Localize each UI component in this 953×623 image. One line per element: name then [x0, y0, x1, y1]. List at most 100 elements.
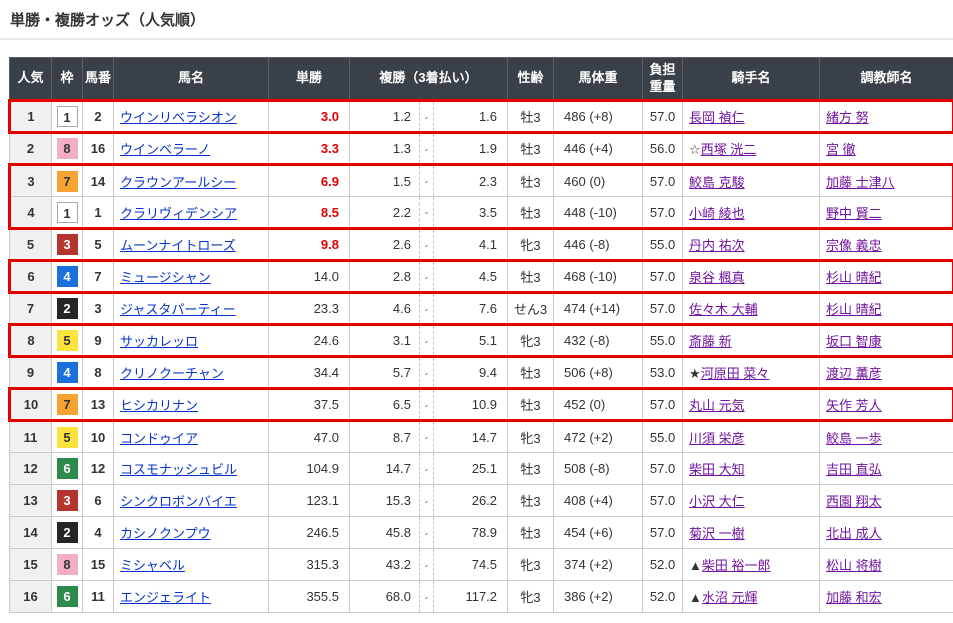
- trainer-link[interactable]: 矢作 芳人: [826, 398, 882, 413]
- trainer-link[interactable]: 宮 徹: [826, 142, 856, 157]
- jockey-link[interactable]: 小沢 大仁: [689, 494, 745, 509]
- jockey-link[interactable]: 西塚 洸二: [701, 142, 757, 157]
- horse-link[interactable]: シンクロボンバイエ: [120, 494, 237, 509]
- impost-cell: 57.0: [643, 293, 683, 325]
- place-high-cell: 9.4: [434, 357, 508, 389]
- place-separator-cell: -: [420, 453, 434, 485]
- jockey-link[interactable]: 斎藤 新: [689, 334, 732, 349]
- horse-link[interactable]: クラリヴィデンシア: [120, 206, 237, 221]
- frame-cell: 4: [52, 261, 83, 293]
- place-high-cell: 7.6: [434, 293, 508, 325]
- trainer-link[interactable]: 緒方 努: [826, 110, 869, 125]
- impost-cell: 57.0: [643, 197, 683, 229]
- place-low-cell: 43.2: [350, 549, 420, 581]
- trainer-cell: 緒方 努: [820, 101, 953, 133]
- trainer-link[interactable]: 北出 成人: [826, 526, 882, 541]
- place-separator-cell: -: [420, 421, 434, 453]
- horse-link[interactable]: ムーンナイトローズ: [120, 238, 236, 253]
- weight-cell: 460 (0): [554, 165, 643, 197]
- jockey-link[interactable]: 丹内 祐次: [689, 238, 745, 253]
- horse-name-cell: コンドゥイア: [114, 421, 269, 453]
- sex-age-cell: 牡3: [508, 133, 554, 165]
- place-high-cell: 4.5: [434, 261, 508, 293]
- horse-link[interactable]: ミシャベル: [120, 558, 185, 573]
- jockey-link[interactable]: 長岡 禎仁: [689, 110, 745, 125]
- frame-cell: 2: [52, 293, 83, 325]
- horse-link[interactable]: コスモナッシュビル: [120, 462, 237, 477]
- frame-badge: 2: [57, 298, 78, 319]
- horse-link[interactable]: サッカレッロ: [120, 334, 198, 349]
- trainer-link[interactable]: 吉田 直弘: [826, 462, 882, 477]
- place-high-cell: 117.2: [434, 581, 508, 613]
- trainer-link[interactable]: 杉山 晴紀: [826, 270, 882, 285]
- win-odds-cell: 14.0: [269, 261, 350, 293]
- horse-no-cell: 16: [83, 133, 114, 165]
- jockey-link[interactable]: 佐々木 大輔: [689, 302, 758, 317]
- rank-cell: 10: [10, 389, 52, 421]
- place-high-cell: 25.1: [434, 453, 508, 485]
- jockey-link[interactable]: 河原田 菜々: [701, 366, 770, 381]
- header-place-odds: 複勝（3着払い）: [350, 58, 508, 101]
- place-separator-cell: -: [420, 261, 434, 293]
- horse-link[interactable]: ヒシカリナン: [120, 398, 198, 413]
- jockey-link[interactable]: 水沼 元輝: [702, 590, 758, 605]
- jockey-link[interactable]: 柴田 大知: [689, 462, 745, 477]
- place-low-cell: 2.8: [350, 261, 420, 293]
- jockey-link[interactable]: 丸山 元気: [689, 398, 745, 413]
- horse-link[interactable]: ウインリベラシオン: [120, 110, 237, 125]
- jockey-cell: ▲水沼 元輝: [683, 581, 820, 613]
- trainer-link[interactable]: 坂口 智康: [826, 334, 882, 349]
- win-odds-cell: 24.6: [269, 325, 350, 357]
- horse-link[interactable]: コンドゥイア: [120, 431, 198, 446]
- win-odds-cell: 23.3: [269, 293, 350, 325]
- horse-link[interactable]: エンジェライト: [120, 590, 211, 605]
- sex-age-cell: 牝3: [508, 421, 554, 453]
- horse-name-cell: クリノクーチャン: [114, 357, 269, 389]
- impost-cell: 57.0: [643, 165, 683, 197]
- weight-cell: 446 (-8): [554, 229, 643, 261]
- trainer-link[interactable]: 加藤 士津八: [826, 175, 895, 190]
- jockey-cell: 佐々木 大輔: [683, 293, 820, 325]
- jockey-link[interactable]: 柴田 裕一郎: [702, 558, 771, 573]
- sex-age-cell: 牝3: [508, 581, 554, 613]
- frame-cell: 1: [52, 101, 83, 133]
- place-low-cell: 6.5: [350, 389, 420, 421]
- odds-table-container: 人気 枠 馬番 馬名 単勝 複勝（3着払い） 性齢 馬体重 負担重量 騎手名 調…: [0, 40, 953, 623]
- horse-link[interactable]: ジャスタパーティー: [120, 302, 236, 317]
- place-high-cell: 74.5: [434, 549, 508, 581]
- trainer-link[interactable]: 宗像 義忠: [826, 238, 882, 253]
- horse-link[interactable]: ミュージシャン: [120, 270, 211, 285]
- place-high-cell: 2.3: [434, 165, 508, 197]
- place-separator-cell: -: [420, 581, 434, 613]
- jockey-cell: 丹内 祐次: [683, 229, 820, 261]
- horse-link[interactable]: カシノクンプウ: [120, 526, 211, 541]
- trainer-link[interactable]: 西園 翔太: [826, 494, 882, 509]
- trainer-link[interactable]: 野中 賢二: [826, 206, 882, 221]
- place-low-cell: 4.6: [350, 293, 420, 325]
- impost-cell: 53.0: [643, 357, 683, 389]
- jockey-link[interactable]: 川須 栄彦: [689, 431, 745, 446]
- win-odds-cell: 3.0: [269, 101, 350, 133]
- frame-badge: 3: [57, 490, 78, 511]
- horse-link[interactable]: クリノクーチャン: [120, 366, 224, 381]
- place-high-cell: 1.6: [434, 101, 508, 133]
- jockey-link[interactable]: 菊沢 一樹: [689, 526, 745, 541]
- trainer-link[interactable]: 松山 将樹: [826, 558, 882, 573]
- horse-link[interactable]: クラウンアールシー: [120, 175, 236, 190]
- jockey-link[interactable]: 泉谷 楓真: [689, 270, 745, 285]
- jockey-cell: 鮫島 克駿: [683, 165, 820, 197]
- jockey-link[interactable]: 鮫島 克駿: [689, 175, 745, 190]
- horse-link[interactable]: ウインベラーノ: [120, 142, 210, 157]
- trainer-link[interactable]: 渡辺 薫彦: [826, 366, 882, 381]
- trainer-link[interactable]: 鮫島 一歩: [826, 431, 882, 446]
- trainer-link[interactable]: 加藤 和宏: [826, 590, 882, 605]
- horse-name-cell: コスモナッシュビル: [114, 453, 269, 485]
- trainer-link[interactable]: 杉山 晴紀: [826, 302, 882, 317]
- horse-no-cell: 2: [83, 101, 114, 133]
- win-odds-cell: 246.5: [269, 517, 350, 549]
- place-low-cell: 14.7: [350, 453, 420, 485]
- trainer-cell: 鮫島 一歩: [820, 421, 953, 453]
- win-odds-cell: 3.3: [269, 133, 350, 165]
- table-row: 4 1 1 クラリヴィデンシア 8.5 2.2 - 3.5 牡3 448 (-1…: [10, 197, 953, 229]
- jockey-link[interactable]: 小崎 綾也: [689, 206, 745, 221]
